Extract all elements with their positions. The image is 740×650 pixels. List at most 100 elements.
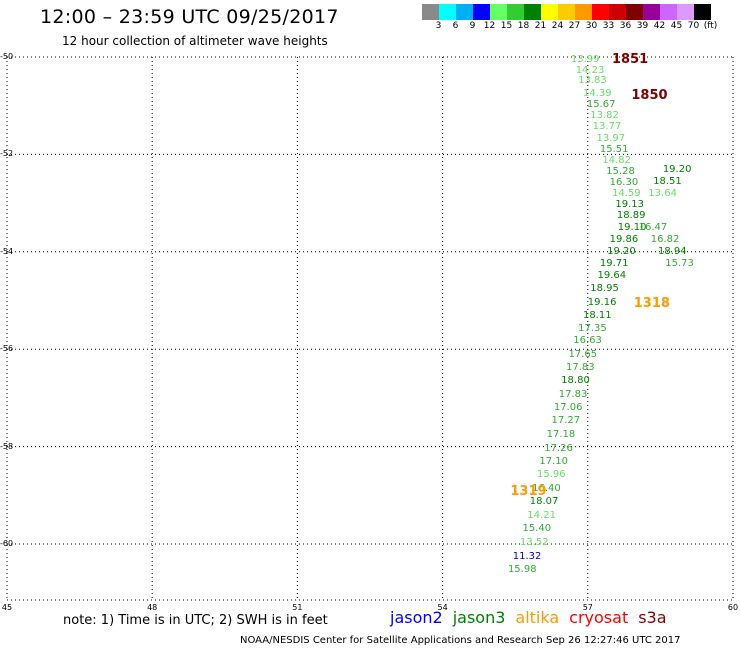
wave-height-label: 15.51: [599, 143, 629, 155]
wave-height-label: 14.21: [527, 509, 556, 521]
wave-height-label: 15.98: [507, 564, 537, 576]
longitude-tick-label: 57: [582, 603, 593, 612]
wave-height-label: 15.28: [606, 166, 635, 177]
wave-height-label: 16.30: [609, 177, 639, 189]
color-scale-label: 12: [483, 21, 496, 31]
color-swatch: [541, 4, 558, 20]
wave-height-label: 19.71: [599, 257, 629, 269]
wave-height-label: 18.51: [653, 175, 682, 187]
color-swatch: [609, 4, 626, 20]
wave-height-label: 13.52: [520, 537, 549, 549]
color-scale-label: 24: [551, 21, 564, 31]
color-swatch: [643, 4, 660, 20]
wave-height-label: 17.18: [546, 428, 576, 440]
wave-height-label: 14.23: [575, 64, 605, 76]
color-scale-bar: [422, 4, 711, 20]
wave-height-label: 18.07: [529, 496, 559, 508]
footnote: note: 1) Time is in UTC; 2) SWH is in fe…: [63, 613, 328, 628]
wave-height-label: 17.35: [578, 322, 607, 334]
wave-height-label: 19.16: [587, 296, 617, 308]
latitude-tick-label: -54: [0, 246, 14, 256]
color-swatch: [507, 4, 524, 20]
color-swatch: [473, 4, 490, 20]
longitude-tick-label: 45: [1, 603, 13, 612]
wave-height-label: 19.20: [607, 245, 636, 257]
color-scale-label: 6: [452, 21, 459, 31]
wave-height-label: 17.10: [539, 455, 569, 467]
wave-height-label: 14.82: [602, 154, 631, 166]
wave-height-label: 17.83: [566, 361, 595, 373]
wave-height-label: 16.40: [532, 482, 561, 494]
wave-height-label: 16.82: [650, 234, 680, 246]
color-swatch: [456, 4, 473, 20]
wave-height-label: 15.40: [522, 523, 552, 535]
color-swatch: [592, 4, 609, 20]
color-scale-label: 3: [435, 21, 442, 31]
pass-number-label: 1318: [633, 296, 670, 312]
wave-height-label: 17.83: [558, 388, 588, 400]
legend-item-cryosat: cryosat: [569, 608, 629, 627]
wave-height-label: 19.64: [597, 270, 627, 282]
color-swatch: [626, 4, 643, 20]
latitude-tick-label: -60: [0, 538, 14, 548]
color-scale-label: 9: [469, 21, 476, 31]
latitude-tick-label: -50: [0, 52, 14, 61]
wave-height-label: 18.11: [582, 309, 612, 321]
wave-height-label: 13.97: [596, 132, 626, 144]
wave-height-label: 13.77: [592, 121, 622, 133]
wave-height-label: 17.27: [551, 415, 581, 427]
legend-item-altika: altika: [515, 608, 560, 627]
color-scale-label: 15: [500, 21, 513, 31]
latitude-tick-label: -58: [0, 441, 14, 451]
wave-height-label: 13.83: [578, 75, 607, 87]
wave-height-label: 19.86: [609, 234, 639, 246]
wave-height-label: 17.65: [568, 348, 598, 360]
longitude-tick-label: 54: [437, 603, 448, 612]
wave-height-label: 18.80: [561, 375, 590, 387]
color-swatch: [439, 4, 456, 20]
latitude-tick-label: -52: [0, 149, 14, 159]
legend-item-s3a: s3a: [638, 608, 667, 627]
wave-height-label: 19.20: [662, 163, 692, 175]
wave-height-label: 14.59: [612, 188, 641, 200]
pass-number-label: 1850: [631, 88, 668, 104]
color-scale-label: 18: [517, 21, 530, 31]
color-swatch: [694, 4, 711, 20]
color-scale-label: (ft): [703, 21, 718, 31]
wave-height-label: 13.64: [648, 188, 677, 200]
color-swatch: [677, 4, 694, 20]
color-scale-label: 45: [670, 21, 683, 31]
wave-height-label: 13.99: [570, 54, 600, 65]
wave-height-label: 13.82: [590, 109, 619, 121]
wave-height-label: 15.73: [665, 257, 694, 269]
latitude-tick-label: -56: [0, 344, 14, 354]
wave-height-label: 18.95: [590, 282, 619, 294]
wave-height-label: 18.94: [657, 245, 687, 257]
color-scale-label: 33: [602, 21, 615, 31]
credit-footer: NOAA/NESDIS Center for Satellite Applica…: [240, 635, 681, 646]
color-scale-label: 70: [687, 21, 700, 31]
color-swatch: [575, 4, 592, 20]
wave-height-label: 18.89: [616, 209, 646, 221]
wave-height-label: 17.06: [553, 402, 583, 414]
color-swatch: [422, 4, 439, 20]
chart-subtitle: 12 hour collection of altimeter wave hei…: [62, 34, 328, 48]
longitude-tick-label: 51: [292, 603, 303, 612]
wave-height-label: 15.67: [586, 98, 616, 110]
legend-item-jason2: jason2: [390, 608, 443, 627]
color-scale-label: 27: [568, 21, 581, 31]
color-swatch: [660, 4, 677, 20]
wave-height-label: 19.10: [617, 222, 647, 233]
color-swatch: [490, 4, 507, 20]
color-scale-label: 39: [636, 21, 649, 31]
wave-height-label: 19.13: [615, 199, 645, 211]
wave-height-label: 16.63: [573, 335, 602, 347]
wave-height-label: 15.96: [536, 469, 566, 481]
longitude-tick-label: 48: [147, 603, 158, 612]
wave-height-label: 14.39: [582, 88, 612, 100]
color-swatch: [558, 4, 575, 20]
color-swatch: [524, 4, 541, 20]
wave-height-label: 17.26: [544, 442, 573, 454]
chart-title: 12:00 – 23:59 UTC 09/25/2017: [40, 6, 339, 28]
